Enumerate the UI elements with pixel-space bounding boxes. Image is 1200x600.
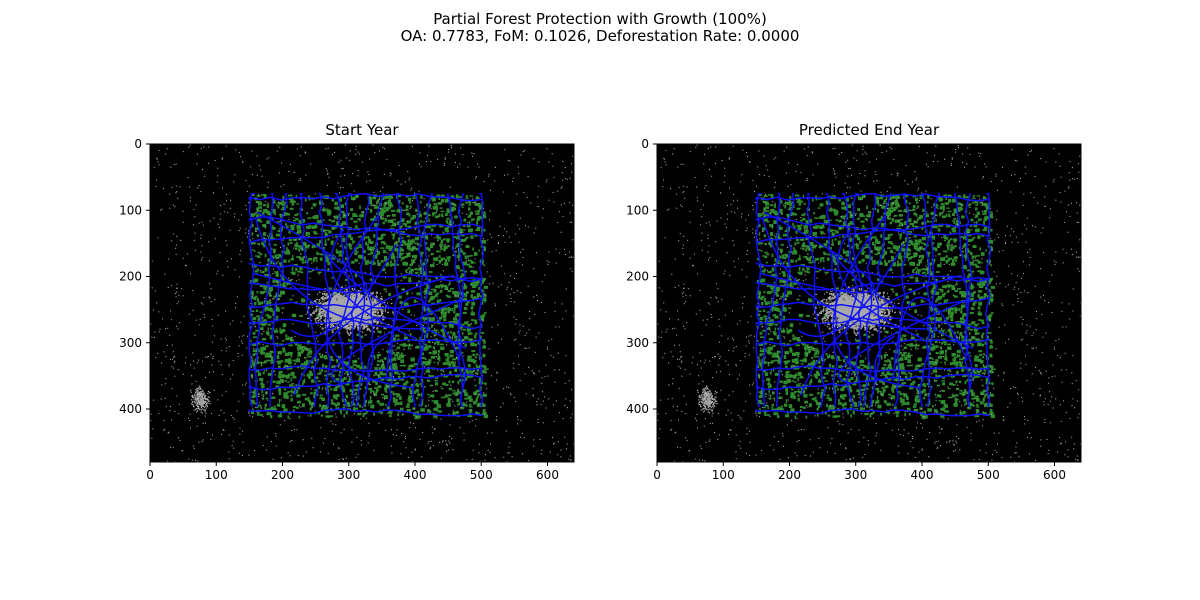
y-tick-label: 200 [119,270,142,284]
x-tick-label: 200 [778,468,801,482]
x-tick-label: 0 [146,468,154,482]
y-tick-label: 0 [641,137,649,151]
land-cover-map-start-year [150,144,574,462]
y-tick-label: 100 [119,203,142,217]
x-tick-label: 300 [337,468,360,482]
y-tick-label: 100 [626,203,649,217]
x-tick-label: 400 [404,468,427,482]
figure-suptitle: Partial Forest Protection with Growth (1… [433,10,767,28]
y-tick-label: 200 [626,270,649,284]
map-axes-predicted-end-year: 0 100 200 300 400 500 600 0 100 200 300 400 [626,137,1082,482]
axes-frame-start-year: 0 100 200 300 400 500 600 0 100 200 300 400 [119,137,575,482]
x-tick-label: 500 [977,468,1000,482]
road-network-layer [755,192,992,417]
x-tick-label: 300 [844,468,867,482]
axes-spines [149,143,575,463]
y-tick-label: 0 [134,137,142,151]
axes-frame-predicted-end-year: 0 100 200 300 400 500 600 0 100 200 300 400 [626,137,1082,482]
x-tick-label: 400 [911,468,934,482]
x-tick-label: 600 [1043,468,1066,482]
axes-spines [656,143,1082,463]
panel-title-start-year: Start Year [325,121,399,139]
y-tick-label: 300 [626,336,649,350]
x-tick-label: 200 [271,468,294,482]
panel-title-predicted-end-year: Predicted End Year [798,121,940,139]
x-tick-label: 100 [205,468,228,482]
x-tick-label: 0 [653,468,661,482]
x-tick-label: 500 [470,468,493,482]
figure-metrics-subtitle: OA: 0.7783, FoM: 0.1026, Deforestation R… [400,27,800,45]
road-network-layer [248,192,485,417]
map-axes-start-year: 0 100 200 300 400 500 600 0 100 200 300 400 [119,137,575,482]
land-cover-map-predicted-end-year [657,144,1081,462]
y-tick-label: 300 [119,336,142,350]
y-tick-label: 400 [626,402,649,416]
y-tick-label: 400 [119,402,142,416]
x-tick-label: 100 [712,468,735,482]
x-tick-label: 600 [536,468,559,482]
